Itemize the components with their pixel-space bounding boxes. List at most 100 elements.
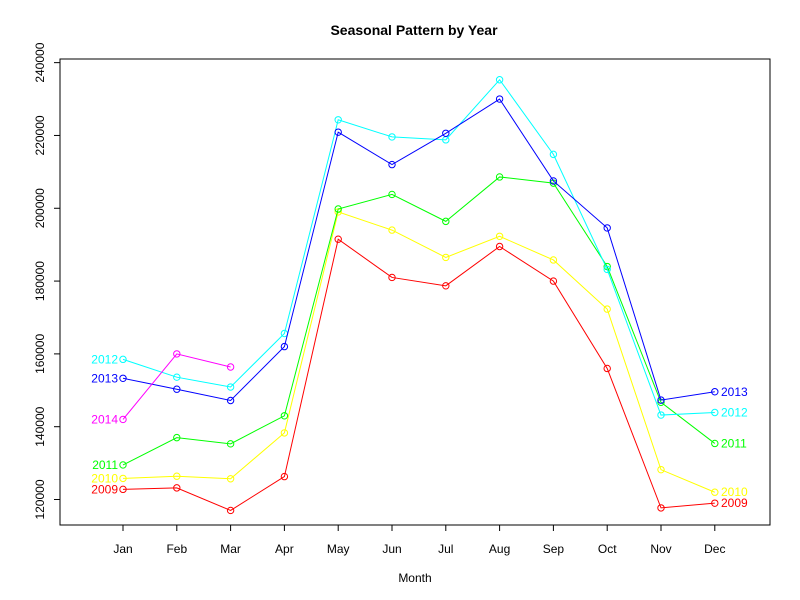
series-start-label: 2014 — [91, 412, 118, 426]
data-point — [657, 396, 665, 404]
data-point — [226, 383, 235, 391]
series-line — [122, 238, 715, 511]
data-point — [119, 474, 127, 483]
data-point — [549, 256, 558, 264]
data-point — [173, 484, 181, 492]
data-point — [226, 396, 235, 405]
x-tick-label: May — [327, 542, 350, 556]
data-point — [495, 95, 504, 103]
x-tick-label: Jun — [382, 542, 401, 556]
data-point — [388, 160, 396, 169]
x-tick-label: Nov — [650, 542, 671, 556]
data-point — [495, 232, 504, 240]
series-start-label: 2012 — [91, 352, 118, 366]
data-point — [173, 472, 181, 480]
data-point — [657, 411, 665, 419]
x-tick-label: Jan — [113, 542, 132, 556]
series-line — [122, 78, 715, 416]
x-tick-label: Mar — [220, 542, 241, 556]
data-point — [280, 472, 289, 481]
series-end-label: 2010 — [721, 485, 748, 499]
data-point — [603, 224, 611, 232]
data-point — [119, 485, 127, 494]
data-point — [334, 205, 342, 213]
data-point — [442, 129, 450, 137]
series-line — [122, 211, 715, 493]
series-2009 — [119, 235, 719, 515]
series-end-label: 2011 — [721, 436, 747, 450]
data-point — [711, 488, 719, 496]
y-axis: 120000 140000 160000 180000 200000 220000 2400… — [33, 42, 60, 520]
series-labels: 2009201020112012201320142009201020112012… — [91, 352, 748, 510]
series-group — [119, 76, 719, 515]
series-2011 — [119, 173, 719, 469]
data-point — [388, 273, 396, 282]
series-2012 — [119, 76, 719, 419]
data-point — [711, 388, 719, 396]
data-point — [442, 253, 450, 262]
y-tick-label: 160000 — [33, 334, 47, 374]
data-point — [334, 128, 342, 136]
data-point — [173, 373, 181, 381]
data-point — [603, 305, 611, 313]
data-point — [280, 412, 289, 420]
y-tick-label: 240000 — [33, 42, 47, 82]
y-tick-label: 220000 — [33, 115, 47, 155]
data-point — [226, 506, 235, 515]
data-point — [119, 374, 127, 382]
series-line — [122, 98, 715, 402]
data-point — [334, 235, 342, 243]
data-point — [280, 342, 289, 351]
data-point — [388, 226, 396, 234]
series-line — [122, 353, 231, 420]
data-point — [388, 190, 396, 199]
data-point — [173, 433, 181, 442]
series-start-label: 2011 — [92, 458, 118, 472]
x-tick-label: Oct — [598, 542, 617, 556]
series-start-label: 2009 — [91, 482, 118, 496]
data-point — [226, 440, 235, 448]
x-tick-label: Sep — [543, 542, 565, 556]
data-point — [226, 475, 235, 483]
series-2013 — [119, 95, 719, 405]
data-point — [173, 350, 181, 358]
data-point — [711, 408, 719, 417]
plot-frame — [59, 58, 771, 526]
data-point — [280, 429, 289, 437]
data-point — [549, 177, 558, 185]
x-tick-label: Aug — [489, 542, 510, 556]
data-point — [226, 363, 235, 371]
data-point — [388, 133, 396, 141]
data-point — [442, 217, 450, 226]
data-point — [603, 265, 611, 274]
x-tick-label: Jul — [438, 542, 453, 556]
series-2010 — [119, 208, 719, 496]
series-end-label: 2009 — [721, 496, 748, 510]
data-point — [119, 461, 127, 469]
data-point — [173, 385, 181, 393]
chart-title: Seasonal Pattern by Year — [330, 22, 498, 38]
data-point — [657, 465, 665, 474]
data-point — [495, 173, 504, 181]
x-axis-title: Month — [398, 571, 431, 585]
data-point — [603, 364, 611, 373]
data-point — [549, 150, 558, 159]
data-point — [657, 504, 665, 512]
series-end-label: 2013 — [721, 385, 748, 399]
data-point — [442, 282, 450, 290]
y-tick-label: 140000 — [33, 406, 47, 446]
x-tick-label: Dec — [704, 542, 725, 556]
data-point — [711, 499, 719, 507]
data-point — [495, 242, 504, 251]
series-start-label: 2013 — [91, 371, 118, 385]
x-tick-label: Feb — [166, 542, 187, 556]
data-point — [711, 439, 719, 448]
series-2014 — [119, 350, 235, 424]
data-point — [495, 76, 504, 84]
data-point — [119, 415, 127, 424]
data-point — [334, 116, 342, 124]
data-point — [119, 355, 127, 364]
y-tick-label: 180000 — [33, 261, 47, 301]
y-tick-label: 200000 — [33, 188, 47, 228]
